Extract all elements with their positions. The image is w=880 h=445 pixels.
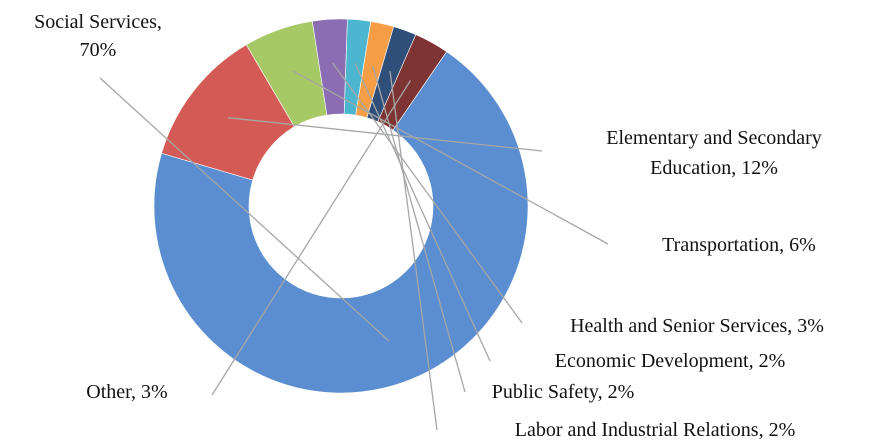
leader-transportation xyxy=(292,70,609,245)
leader-social-services xyxy=(99,77,390,342)
label-economic-development: Economic Development, 2% xyxy=(555,350,786,372)
leader-other xyxy=(211,80,412,396)
label-education-line2: Education, 12% xyxy=(650,157,778,179)
label-labor-industrial-relations: Labor and Industrial Relations, 2% xyxy=(515,419,796,441)
label-social-services-name: Social Services, xyxy=(34,11,162,33)
label-social-services-value: 70% xyxy=(80,39,117,61)
label-health-senior-services: Health and Senior Services, 3% xyxy=(570,315,824,337)
leader-health-and-senior-services xyxy=(331,62,523,324)
label-transportation: Transportation, 6% xyxy=(662,234,816,256)
label-education-line1: Elementary and Secondary xyxy=(606,127,821,149)
leader-labor-and-industrial-relations xyxy=(389,71,438,431)
leader-economic-development xyxy=(354,62,491,362)
label-other: Other, 3% xyxy=(86,381,167,403)
label-public-safety: Public Safety, 2% xyxy=(492,381,635,403)
leader-public-safety xyxy=(372,65,466,393)
leader-lines xyxy=(99,62,609,431)
slice-social-services xyxy=(153,51,529,394)
donut-slices xyxy=(153,18,529,394)
